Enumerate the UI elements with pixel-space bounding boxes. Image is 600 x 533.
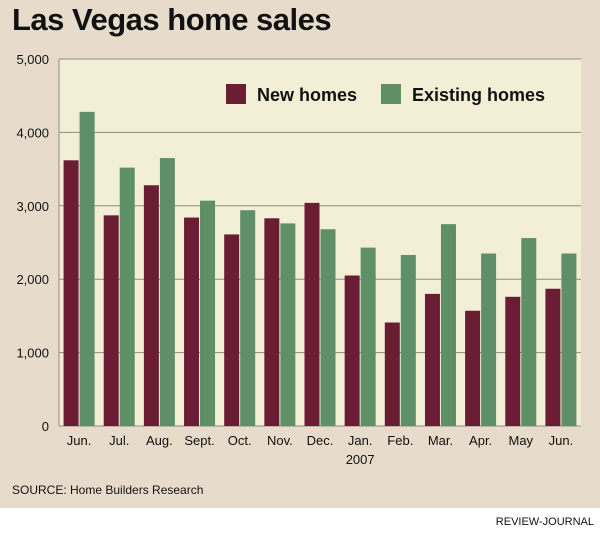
legend-label-new: New homes: [257, 85, 357, 105]
legend-swatch-new: [226, 84, 246, 104]
x-axis-ticks: Jun. Jul. Aug. Sept. Oct. Nov. Dec. Jan. 2007 Feb…: [67, 433, 573, 467]
new-homes-bar: [63, 160, 79, 427]
existing-homes-bar: [119, 167, 135, 426]
existing-homes-bar: [79, 111, 95, 427]
existing-homes-bar: [280, 223, 296, 426]
new-homes-bar: [424, 293, 440, 426]
new-homes-bar: [545, 288, 561, 426]
new-homes-bar: [465, 310, 481, 426]
y-axis-ticks: 0 1,000 2,000 3,000 4,000 5,000: [16, 52, 49, 434]
credit-label: REVIEW-JOURNAL: [495, 516, 594, 528]
bar-chart: 0 1,000 2,000 3,000 4,000 5,000 Jun. Jul. Aug. S…: [16, 52, 581, 467]
x-tick-label: Oct.: [228, 433, 252, 448]
new-homes-bar: [103, 215, 119, 426]
x-tick-label: Nov.: [267, 433, 293, 448]
new-homes-bar: [384, 322, 400, 426]
new-homes-bar: [344, 275, 360, 426]
x-tick-label: Dec.: [307, 433, 334, 448]
new-homes-bar: [184, 217, 200, 426]
new-homes-bar: [505, 296, 521, 426]
x-tick-label: Jan.: [348, 433, 373, 448]
legend-swatch-existing: [381, 84, 401, 104]
chart-title: Las Vegas home sales: [12, 2, 332, 37]
new-homes-bar: [264, 218, 280, 426]
y-tick-label: 4,000: [16, 125, 49, 140]
y-tick-label: 0: [42, 419, 49, 434]
existing-homes-bar: [200, 200, 216, 426]
existing-homes-bar: [159, 158, 175, 426]
legend-label-existing: Existing homes: [412, 85, 545, 105]
existing-homes-bar: [360, 247, 376, 426]
existing-homes-bar: [320, 229, 336, 426]
x-tick-label: May: [508, 433, 533, 448]
new-homes-bar: [304, 202, 320, 426]
plot-area: [59, 59, 581, 426]
existing-homes-bar: [440, 224, 456, 426]
bars: [63, 111, 577, 427]
x-tick-label: Jun.: [67, 433, 92, 448]
existing-homes-bar: [240, 210, 256, 426]
existing-homes-bar: [481, 253, 497, 426]
x-tick-label: Feb.: [387, 433, 413, 448]
y-tick-label: 1,000: [16, 346, 49, 361]
y-tick-label: 5,000: [16, 52, 49, 67]
legend: New homes Existing homes: [226, 84, 545, 105]
x-tick-label: Aug.: [146, 433, 173, 448]
x-tick-label: Jun.: [549, 433, 574, 448]
x-tick-label: Sept.: [184, 433, 214, 448]
existing-homes-bar: [521, 238, 537, 426]
y-tick-label: 3,000: [16, 199, 49, 214]
existing-homes-bar: [400, 254, 416, 426]
new-homes-bar: [143, 185, 159, 426]
x-tick-label: Mar.: [428, 433, 453, 448]
y-tick-label: 2,000: [16, 272, 49, 287]
new-homes-bar: [224, 234, 240, 426]
existing-homes-bar: [561, 253, 577, 426]
source-note: SOURCE: Home Builders Research: [12, 483, 204, 497]
x-tick-label: Jul.: [109, 433, 129, 448]
x-tick-sublabel: 2007: [346, 452, 375, 467]
x-tick-label: Apr.: [469, 433, 492, 448]
